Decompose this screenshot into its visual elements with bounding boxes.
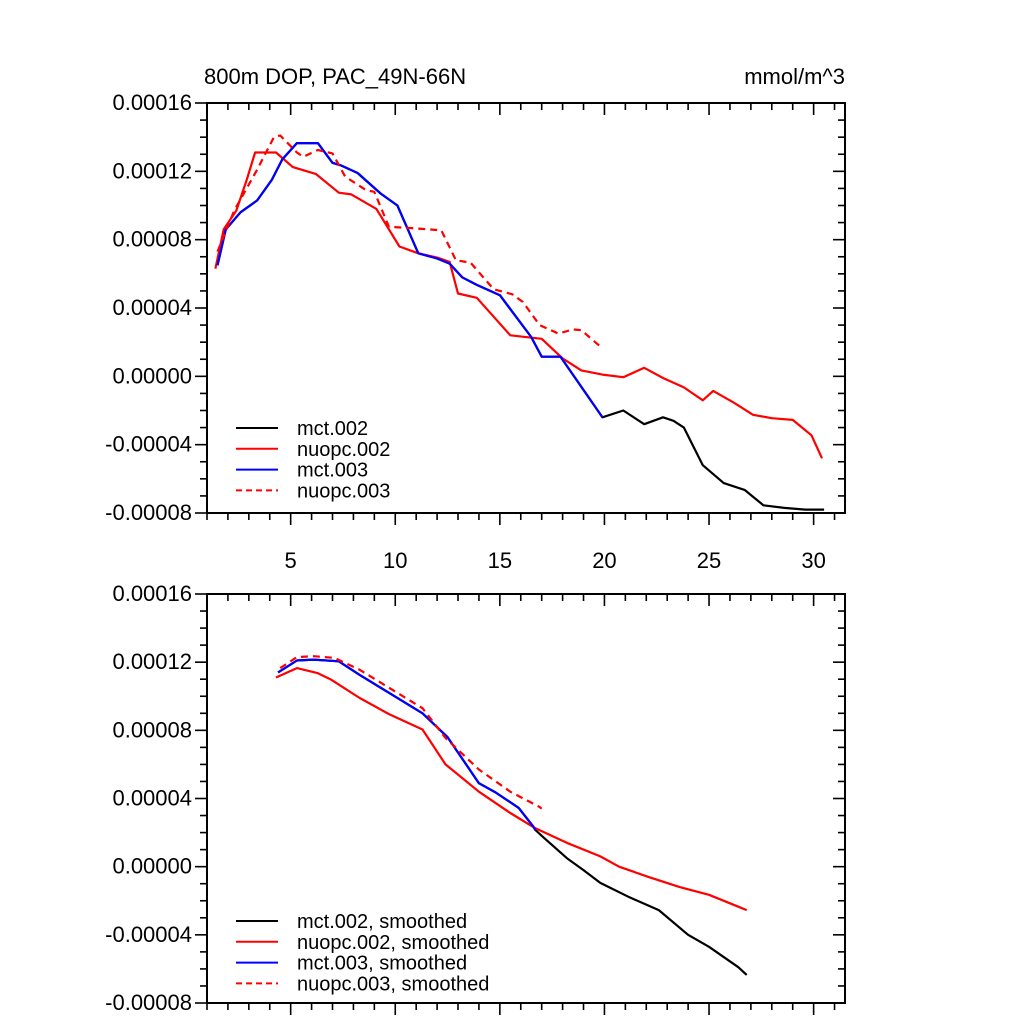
series-line-nuopc-002 xyxy=(214,151,824,459)
y-tick-label: -0.00008 xyxy=(105,500,192,525)
series-line-mct-003-smoothed xyxy=(277,658,537,831)
x-tick-label: 25 xyxy=(697,548,721,573)
plot-title: 800m DOP, PAC_49N-66N xyxy=(204,64,467,89)
y-tick-label: 0.00016 xyxy=(112,581,192,606)
panel-top: 5 10 15 20 25 30 -0.00008 -0.00004 0.00000 0.0000… xyxy=(105,90,846,573)
y-tick-label: 0.00000 xyxy=(112,363,192,388)
series-line-nuopc-003-smoothed xyxy=(279,655,543,810)
x-tick-label: 30 xyxy=(801,548,825,573)
series-line-nuopc-002-smoothed xyxy=(275,666,748,912)
units-label: mmol/m^3 xyxy=(744,64,845,89)
y-tick-label: 0.00008 xyxy=(112,717,192,742)
legend-label: nuopc.002 xyxy=(297,439,390,461)
panel-bottom: -0.00008 -0.00004 0.00000 0.00004 0.00008 0.0… xyxy=(105,581,846,1015)
legend-label: mct.003, smoothed xyxy=(297,953,467,975)
legend-label: mct.002, smoothed xyxy=(297,911,467,933)
legend-label: nuopc.003 xyxy=(297,480,390,502)
legend-label: nuopc.003, smoothed xyxy=(297,973,489,995)
y-tick-label: -0.00004 xyxy=(105,432,192,457)
y-tick-label: 0.00012 xyxy=(112,158,192,183)
y-tick-label: 0.00000 xyxy=(112,854,192,879)
legend-label: mct.003 xyxy=(297,460,368,482)
y-tick-label: 0.00016 xyxy=(112,90,192,115)
series-line-mct-003 xyxy=(216,142,604,418)
x-tick-label: 5 xyxy=(285,548,297,573)
y-tick-label: -0.00004 xyxy=(105,922,192,947)
legend-label: mct.002 xyxy=(297,418,368,440)
legend-label: nuopc.002, smoothed xyxy=(297,932,489,954)
y-tick-label: 0.00004 xyxy=(112,295,192,320)
x-tick-label: 15 xyxy=(488,548,512,573)
y-tick-label: 0.00008 xyxy=(112,227,192,252)
x-tick-label: 20 xyxy=(592,548,616,573)
series-line-nuopc-003 xyxy=(216,134,603,349)
x-tick-label: 10 xyxy=(383,548,407,573)
y-tick-label: 0.00012 xyxy=(112,649,192,674)
y-tick-label: -0.00008 xyxy=(105,990,192,1015)
y-tick-label: 0.00004 xyxy=(112,786,192,811)
